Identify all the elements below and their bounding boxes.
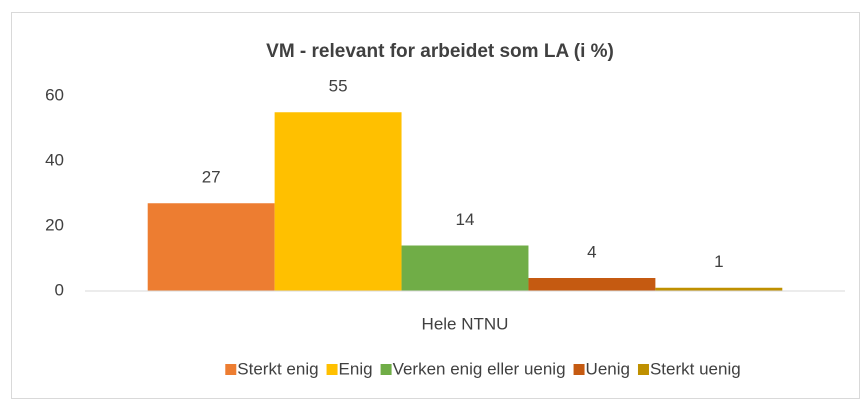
bar xyxy=(147,203,275,291)
data-label: 14 xyxy=(456,210,475,229)
legend-swatch xyxy=(380,364,392,375)
bar xyxy=(401,245,529,291)
legend-label: Uenig xyxy=(586,359,630,378)
legend-label: Enig xyxy=(339,359,373,378)
y-tick-label: 0 xyxy=(55,280,64,299)
y-tick-label: 20 xyxy=(45,215,64,234)
bar xyxy=(274,112,402,291)
chart-title: VM - relevant for arbeidet som LA (i %) xyxy=(266,41,614,62)
legend-label: Sterkt uenig xyxy=(650,359,741,378)
x-tick-label: Hele NTNU xyxy=(422,314,509,333)
data-label: 27 xyxy=(202,168,221,187)
data-label: 4 xyxy=(587,242,596,261)
bar xyxy=(528,278,656,291)
bar xyxy=(655,287,783,291)
data-label: 1 xyxy=(714,252,723,271)
y-tick-label: 40 xyxy=(45,150,64,169)
legend-swatch xyxy=(573,364,585,375)
legend-label: Sterkt enig xyxy=(237,359,318,378)
legend-label: Verken enig eller uenig xyxy=(393,359,566,378)
data-label: 55 xyxy=(329,77,348,96)
y-tick-label: 60 xyxy=(45,85,64,104)
legend-swatch xyxy=(637,364,649,375)
legend-swatch xyxy=(225,364,237,375)
chart-border xyxy=(11,12,860,399)
legend-swatch xyxy=(326,364,338,375)
